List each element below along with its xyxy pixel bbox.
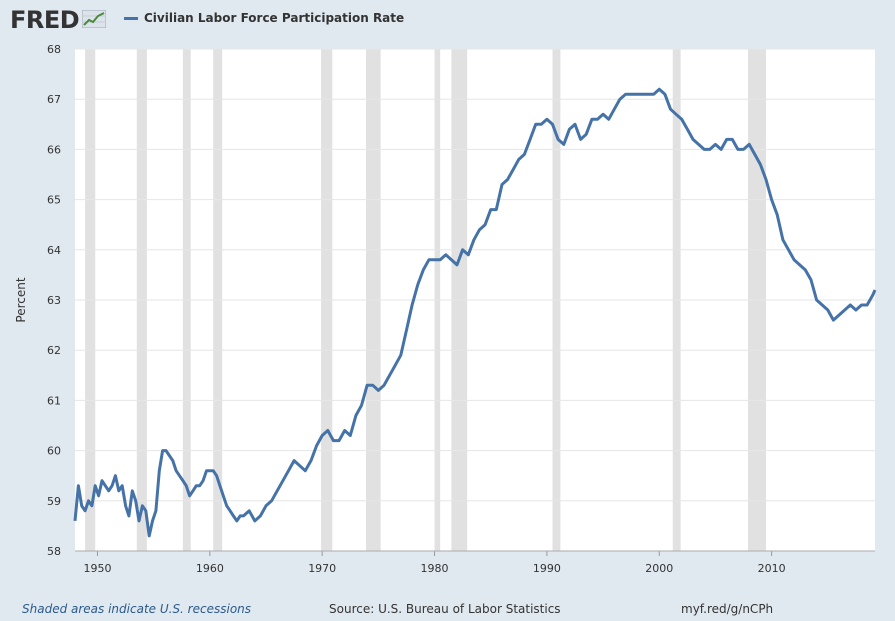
series-line bbox=[73, 87, 877, 538]
x-tick-label: 1950 bbox=[83, 562, 111, 575]
y-axis-label: Percent bbox=[14, 277, 28, 322]
x-tick-label: 2000 bbox=[645, 562, 673, 575]
source-note: Source: U.S. Bureau of Labor Statistics bbox=[329, 602, 561, 616]
x-tick-label: 1990 bbox=[533, 562, 561, 575]
recession-note: Shaded areas indicate U.S. recessions bbox=[22, 602, 252, 616]
fred-logo-text: FRED bbox=[10, 6, 80, 34]
chart-legend: Civilian Labor Force Participation Rate bbox=[124, 11, 404, 25]
y-tick-label: 58 bbox=[47, 545, 61, 558]
y-tick-label: 68 bbox=[47, 43, 61, 56]
y-tick-label: 59 bbox=[47, 495, 61, 508]
short-url[interactable]: myf.red/g/nCPh bbox=[681, 602, 774, 616]
x-tick-label: 1980 bbox=[421, 562, 449, 575]
legend-label: Civilian Labor Force Participation Rate bbox=[144, 11, 405, 25]
y-tick-label: 67 bbox=[47, 93, 61, 106]
x-tick-label: 1960 bbox=[196, 562, 224, 575]
y-tick-label: 62 bbox=[47, 344, 61, 357]
y-tick-label: 61 bbox=[47, 394, 61, 407]
legend-swatch bbox=[124, 16, 138, 20]
y-tick-label: 64 bbox=[47, 244, 61, 257]
x-tick-label: 2010 bbox=[758, 562, 786, 575]
y-tick-label: 63 bbox=[47, 294, 61, 307]
y-tick-label: 66 bbox=[47, 143, 61, 156]
y-tick-label: 60 bbox=[47, 445, 61, 458]
y-tick-label: 65 bbox=[47, 194, 61, 207]
x-tick-label: 1970 bbox=[308, 562, 336, 575]
